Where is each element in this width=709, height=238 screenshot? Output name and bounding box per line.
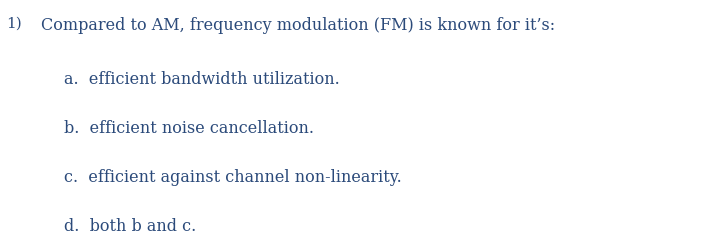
Text: a.  efficient bandwidth utilization.: a. efficient bandwidth utilization.: [64, 71, 340, 88]
Text: Compared to AM, frequency modulation (FM) is known for it’s:: Compared to AM, frequency modulation (FM…: [41, 17, 555, 34]
Text: 1): 1): [6, 17, 21, 31]
Text: b.  efficient noise cancellation.: b. efficient noise cancellation.: [64, 120, 314, 137]
Text: c.  efficient against channel non-linearity.: c. efficient against channel non-lineari…: [64, 169, 401, 186]
Text: d.  both b and c.: d. both b and c.: [64, 218, 196, 235]
